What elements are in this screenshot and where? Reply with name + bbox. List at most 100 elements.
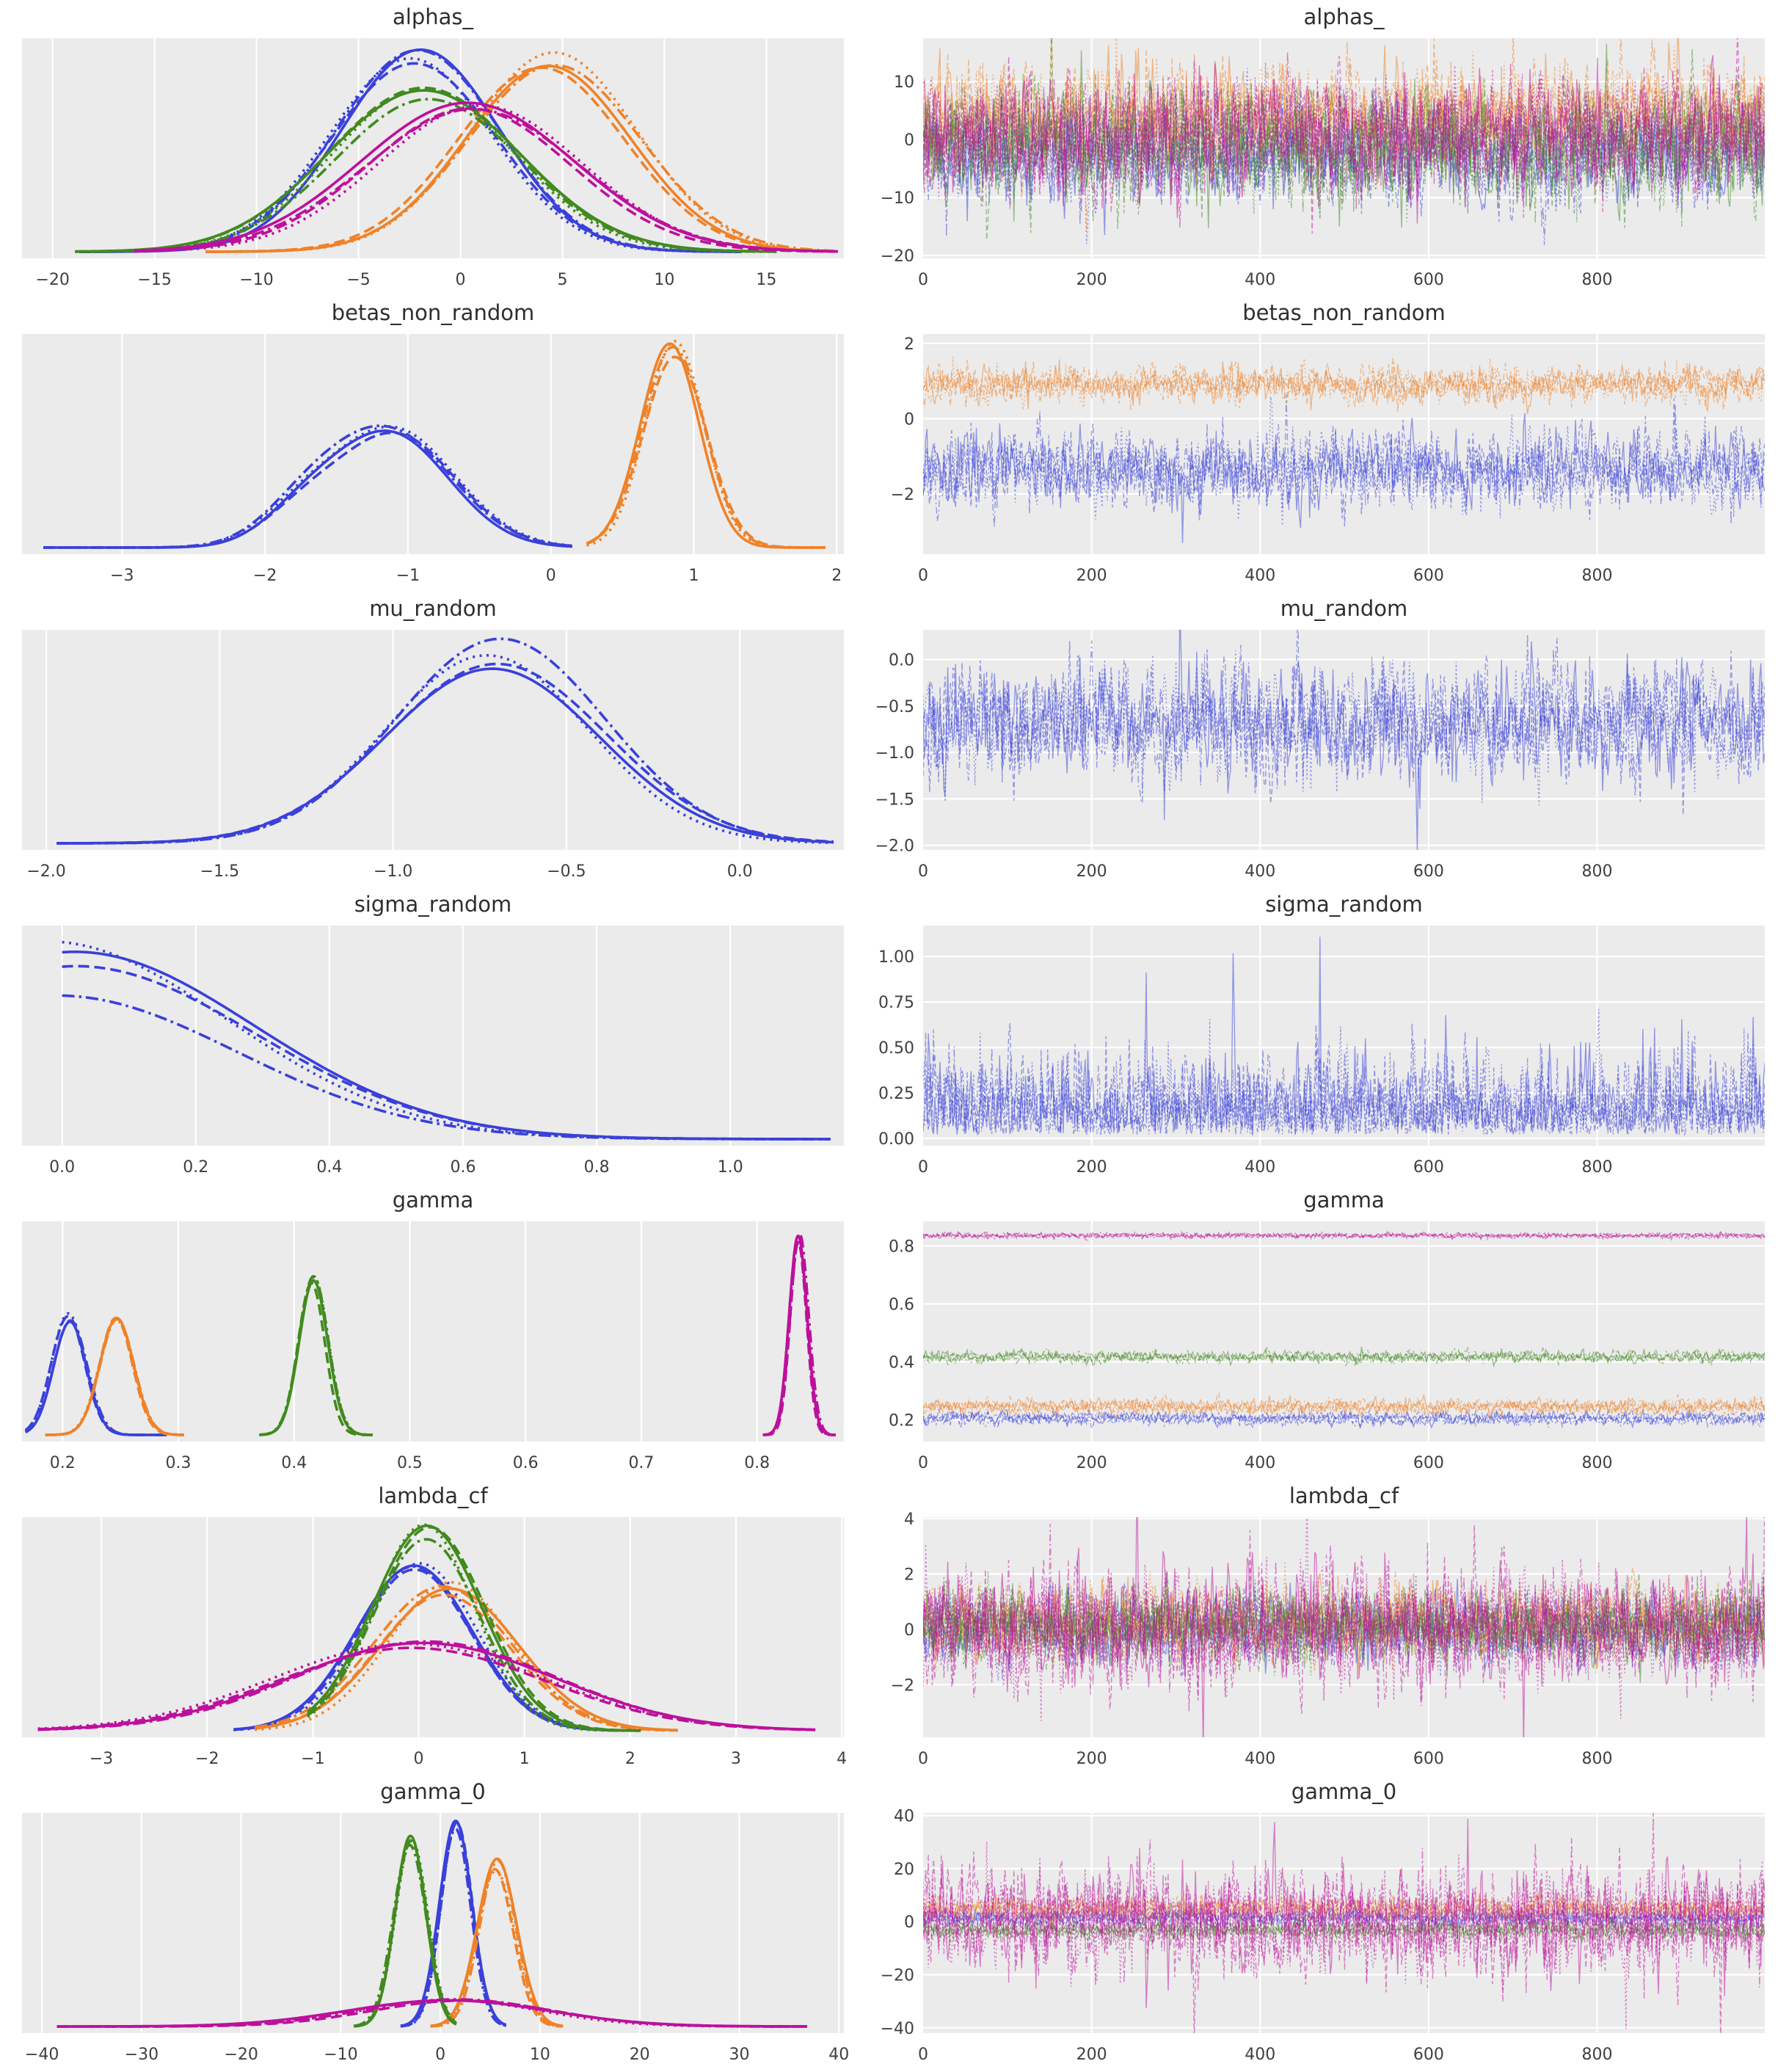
x-tick-label: 600: [1413, 1750, 1444, 1768]
trace-line-green-dashed: [923, 1347, 1765, 1367]
trace-line-blue-dashdot: [923, 1022, 1765, 1136]
trace-line-magenta-dotted: [923, 65, 1765, 207]
y-tick-label: 0.25: [878, 1085, 914, 1103]
x-tick-label: 10: [530, 2046, 550, 2064]
trace-line-orange-dashdot: [923, 1395, 1765, 1418]
x-tick-label: −3: [110, 567, 134, 585]
kde-curve-magenta-dashdot: [37, 1640, 816, 1731]
y-tick-label: 10: [894, 73, 914, 92]
x-tick-label: 800: [1582, 1750, 1613, 1768]
plot-title-kde-alphas: alphas_: [393, 4, 473, 29]
kde-curve-blue-dashdot: [57, 637, 834, 845]
x-tick-label: 0.6: [513, 1454, 539, 1472]
trace-line-orange-dashdot: [923, 1571, 1765, 1673]
subplot-kde-gamma: gamma 0.2 0.3 0.4 0.5 0.6 0.7 0.8: [0, 1183, 866, 1479]
y-tick-label: −40: [881, 2020, 914, 2038]
y-tick-label: −1.0: [875, 744, 914, 763]
kde-curve-green-dashdot: [259, 1275, 373, 1436]
x-tick-label: −2: [195, 1750, 219, 1768]
subplot-trace-mu-random: mu_random 0 200 400 600 800 0.0 −0.5 −1.0 −1.5 −2…: [866, 592, 1778, 887]
x-tick-label: −15: [137, 271, 171, 289]
plot-area: [22, 1517, 844, 1737]
x-tick-label: 0: [456, 271, 466, 289]
x-tick-label: 0.0: [727, 862, 753, 881]
x-tick-label: 0.8: [744, 1454, 770, 1472]
x-tick-label: 400: [1245, 1158, 1275, 1177]
x-tick-label: −2.0: [26, 862, 65, 881]
plot-title-trace-gamma-0: gamma_0: [1291, 1779, 1397, 1804]
x-tick-label: 800: [1582, 1454, 1613, 1472]
trace-line-orange-dotted: [923, 357, 1765, 410]
kde-curve-green-dotted: [75, 87, 777, 253]
y-tick-label: 2: [904, 335, 914, 354]
x-tick-label: 800: [1582, 1158, 1613, 1177]
x-tick-label: −20: [224, 2046, 258, 2064]
trace-line-blue-dotted: [923, 1900, 1765, 1932]
kde-curve-green-dashed: [75, 86, 777, 253]
trace-line-blue-dotted: [923, 650, 1765, 806]
plot-title-trace-alphas: alphas_: [1303, 4, 1385, 29]
subplot-trace-betas-non-random: betas_non_random 0 200 400 600 800 2 0 −2: [866, 296, 1778, 592]
trace-canvas-sigma-random: 0 200 400 600 800 1.00 0.75 0.50 0.25 0.00: [878, 926, 1765, 1177]
x-tick-label: −20: [35, 271, 69, 289]
subplot-trace-sigma-random: sigma_random 0 200 400 600 800 1.00 0.75 0.50 0.…: [866, 887, 1778, 1183]
x-tick-label: 400: [1245, 862, 1275, 881]
x-tick-label: 400: [1245, 1750, 1275, 1768]
x-tick-label: 30: [729, 2046, 749, 2064]
plot-title-kde-betas-non-random: betas_non_random: [331, 300, 535, 325]
subplot-kde-mu-random: mu_random −2.0 −1.5 −1.0 −0.5 0.0: [0, 592, 866, 887]
x-tick-label: 0.7: [628, 1454, 654, 1472]
x-tick-label: −40: [25, 2046, 59, 2064]
y-tick-label: −20: [881, 1966, 914, 1985]
kde-curve-magenta-dashdot: [762, 1232, 836, 1436]
x-tick-label: 2: [831, 567, 842, 585]
kde-canvas-gamma-0: −40 −30 −20 −10 0 10 20 30 40: [22, 1813, 849, 2064]
trace-line-green-dashed: [923, 38, 1765, 240]
plot-title-kde-lambda-cf: lambda_cf: [378, 1483, 488, 1508]
x-tick-label: 15: [756, 271, 776, 289]
x-tick-label: 600: [1413, 567, 1444, 585]
x-tick-label: 1: [688, 567, 699, 585]
kde-canvas-mu-random: −2.0 −1.5 −1.0 −0.5 0.0: [22, 630, 844, 881]
x-tick-label: −3: [90, 1750, 113, 1768]
y-tick-label: 0: [904, 410, 914, 429]
kde-curve-blue-dotted: [62, 940, 831, 1141]
kde-curve-magenta-dashed: [37, 1646, 816, 1731]
kde-canvas-gamma: 0.2 0.3 0.4 0.5 0.6 0.7 0.8: [22, 1221, 844, 1472]
plot-area: [22, 38, 844, 258]
x-tick-label: −1.5: [200, 862, 239, 881]
x-tick-label: 0.8: [584, 1158, 610, 1177]
subplot-trace-alphas: alphas_ 0 200 400 600 800 10 0 −10 −20: [866, 0, 1778, 296]
plot-title-kde-sigma-random: sigma_random: [354, 892, 512, 917]
x-tick-label: −5: [346, 271, 370, 289]
x-tick-label: 400: [1245, 1454, 1275, 1472]
x-tick-label: 0: [918, 2046, 928, 2064]
y-tick-label: −20: [881, 247, 914, 266]
trace-canvas-mu-random: 0 200 400 600 800 0.0 −0.5 −1.0 −1.5 −2.0: [875, 630, 1765, 881]
x-tick-label: 600: [1413, 271, 1444, 289]
x-tick-label: 0.4: [316, 1158, 342, 1177]
kde-curve-blue-dashdot: [79, 48, 742, 253]
plot-title-trace-betas-non-random: betas_non_random: [1242, 300, 1446, 325]
trace-line-blue-dotted: [923, 1008, 1765, 1136]
x-tick-label: 0: [918, 271, 928, 289]
kde-curve-blue-dotted: [43, 425, 573, 549]
trace-line-magenta-dotted: [923, 1842, 1765, 2029]
trace-canvas-alphas: 0 200 400 600 800 10 0 −10 −20: [881, 38, 1765, 289]
y-tick-label: 0: [904, 1913, 914, 1932]
x-tick-label: 800: [1582, 271, 1613, 289]
kde-curve-green-dashed: [353, 1839, 457, 2028]
x-tick-label: 0.5: [397, 1454, 423, 1472]
y-tick-label: −2: [891, 486, 914, 504]
x-tick-label: 0: [918, 1454, 928, 1472]
plot-title-trace-gamma: gamma: [1303, 1188, 1385, 1213]
x-tick-label: 4: [837, 1750, 847, 1768]
y-tick-label: 0.4: [889, 1353, 914, 1372]
x-tick-label: 600: [1413, 2046, 1444, 2064]
kde-curve-magenta-dashdot: [134, 107, 838, 253]
kde-curve-green-dotted: [307, 1523, 641, 1732]
x-tick-label: 40: [828, 2046, 849, 2064]
y-tick-label: −2.0: [875, 837, 914, 856]
